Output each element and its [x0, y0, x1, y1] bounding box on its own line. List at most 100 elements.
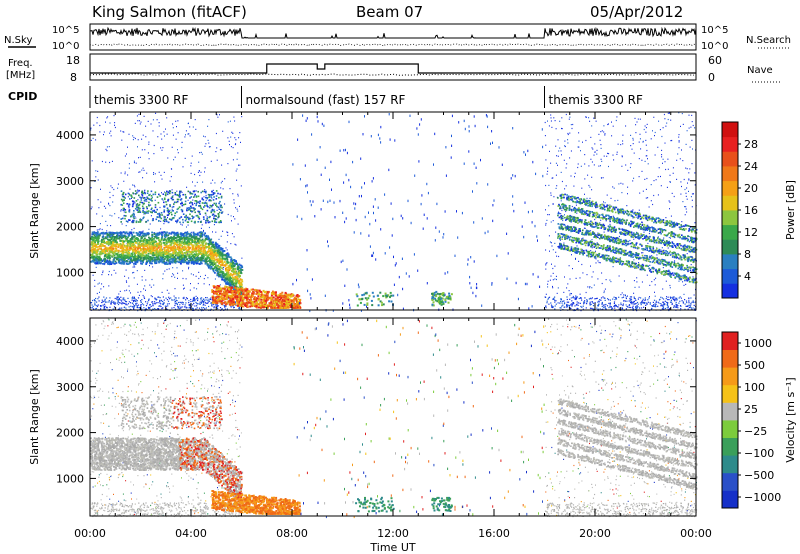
echo-pixel — [188, 200, 189, 201]
echo-pixel — [150, 304, 151, 305]
echo-pixel — [109, 205, 110, 206]
echo-pixel — [575, 258, 576, 259]
echo-pixel — [225, 270, 227, 272]
echo-pixel — [180, 302, 181, 303]
echo-pixel — [167, 157, 168, 158]
echo-pixel — [155, 200, 156, 201]
echo-pixel — [660, 297, 661, 298]
echo-pixel — [643, 302, 644, 303]
echo-pixel — [191, 173, 192, 174]
echo-pixel — [600, 131, 601, 132]
echo-pixel — [630, 307, 631, 308]
echo-pixel — [662, 163, 663, 164]
echo-pixel — [547, 299, 548, 300]
echo-pixel — [684, 179, 685, 180]
echo-pixel — [616, 116, 617, 117]
echo-pixel — [210, 241, 212, 243]
echo-pixel — [119, 236, 121, 238]
echo-pixel — [155, 173, 156, 174]
echo-pixel — [140, 234, 142, 236]
echo-pixel — [156, 302, 157, 303]
echo-pixel — [652, 204, 653, 205]
echo-pixel — [127, 237, 129, 239]
echo-pixel — [105, 162, 106, 163]
echo-pixel — [613, 155, 614, 156]
echo-pixel — [578, 302, 579, 303]
echo-pixel — [663, 127, 664, 128]
echo-pixel — [192, 181, 193, 182]
echo-pixel — [215, 243, 217, 245]
echo-pixel — [593, 271, 594, 272]
freq-series — [90, 64, 696, 73]
cpid-label: CPID — [8, 90, 37, 103]
echo-pixel — [112, 201, 113, 202]
echo-pixel — [100, 254, 102, 256]
echo-pixel — [194, 203, 195, 204]
echo-pixel — [174, 247, 176, 249]
echo-pixel — [124, 290, 125, 291]
echo-pixel — [675, 304, 676, 305]
echo-pixel — [115, 245, 117, 247]
echo-pixel — [130, 232, 132, 234]
echo-pixel — [570, 304, 571, 305]
echo-pixel — [96, 213, 97, 214]
echo-pixel — [634, 297, 635, 298]
echo-pixel — [180, 307, 181, 308]
echo-pixel — [177, 273, 178, 274]
echo-pixel — [158, 234, 160, 236]
echo-pixel — [552, 268, 553, 269]
echo-pixel — [556, 163, 557, 164]
echo-pixel — [239, 206, 240, 207]
echo-pixel — [173, 253, 175, 255]
echo-pixel — [116, 232, 118, 234]
echo-pixel — [552, 287, 553, 288]
echo-pixel — [106, 247, 108, 249]
echo-pixel — [104, 206, 105, 207]
echo-pixel — [195, 251, 197, 253]
echo-pixel — [219, 239, 220, 240]
echo-pixel — [641, 301, 642, 302]
echo-pixel — [561, 306, 562, 307]
echo-pixel — [596, 121, 597, 122]
echo-pixel — [177, 234, 179, 236]
echo-pixel — [105, 208, 106, 209]
echo-pixel — [654, 292, 655, 293]
echo-pixel — [679, 297, 680, 298]
echo-pixel — [179, 252, 181, 254]
echo-pixel — [186, 251, 188, 253]
echo-pixel — [589, 287, 590, 288]
echo-pixel — [693, 302, 694, 303]
echo-pixel — [558, 287, 559, 288]
echo-pixel — [100, 252, 102, 254]
echo-pixel — [132, 272, 133, 273]
echo-pixel — [234, 137, 235, 138]
echo-pixel — [577, 308, 578, 309]
echo-pixel — [634, 298, 635, 299]
echo-pixel — [211, 262, 213, 264]
echo-pixel — [639, 297, 640, 298]
echo-pixel — [591, 189, 592, 190]
echo-pixel — [655, 296, 656, 297]
echo-pixel — [114, 270, 115, 271]
echo-pixel — [190, 290, 191, 291]
echo-pixel — [210, 297, 211, 298]
echo-pixel — [588, 165, 589, 166]
echo-pixel — [156, 250, 158, 252]
echo-pixel — [670, 120, 671, 121]
echo-pixel — [162, 257, 164, 259]
echo-pixel — [164, 242, 166, 244]
echo-pixel — [576, 205, 577, 206]
echo-pixel — [587, 175, 588, 176]
echo-pixel — [694, 305, 695, 306]
echo-pixel — [545, 296, 546, 297]
echo-pixel — [142, 280, 143, 281]
echo-pixel — [598, 166, 599, 167]
echo-pixel — [210, 243, 212, 245]
echo-pixel — [661, 185, 662, 186]
echo-pixel — [646, 155, 647, 156]
echo-pixel — [556, 256, 557, 257]
echo-pixel — [626, 298, 627, 299]
echo-pixel — [194, 299, 195, 300]
echo-pixel — [224, 261, 226, 263]
echo-pixel — [236, 276, 238, 278]
